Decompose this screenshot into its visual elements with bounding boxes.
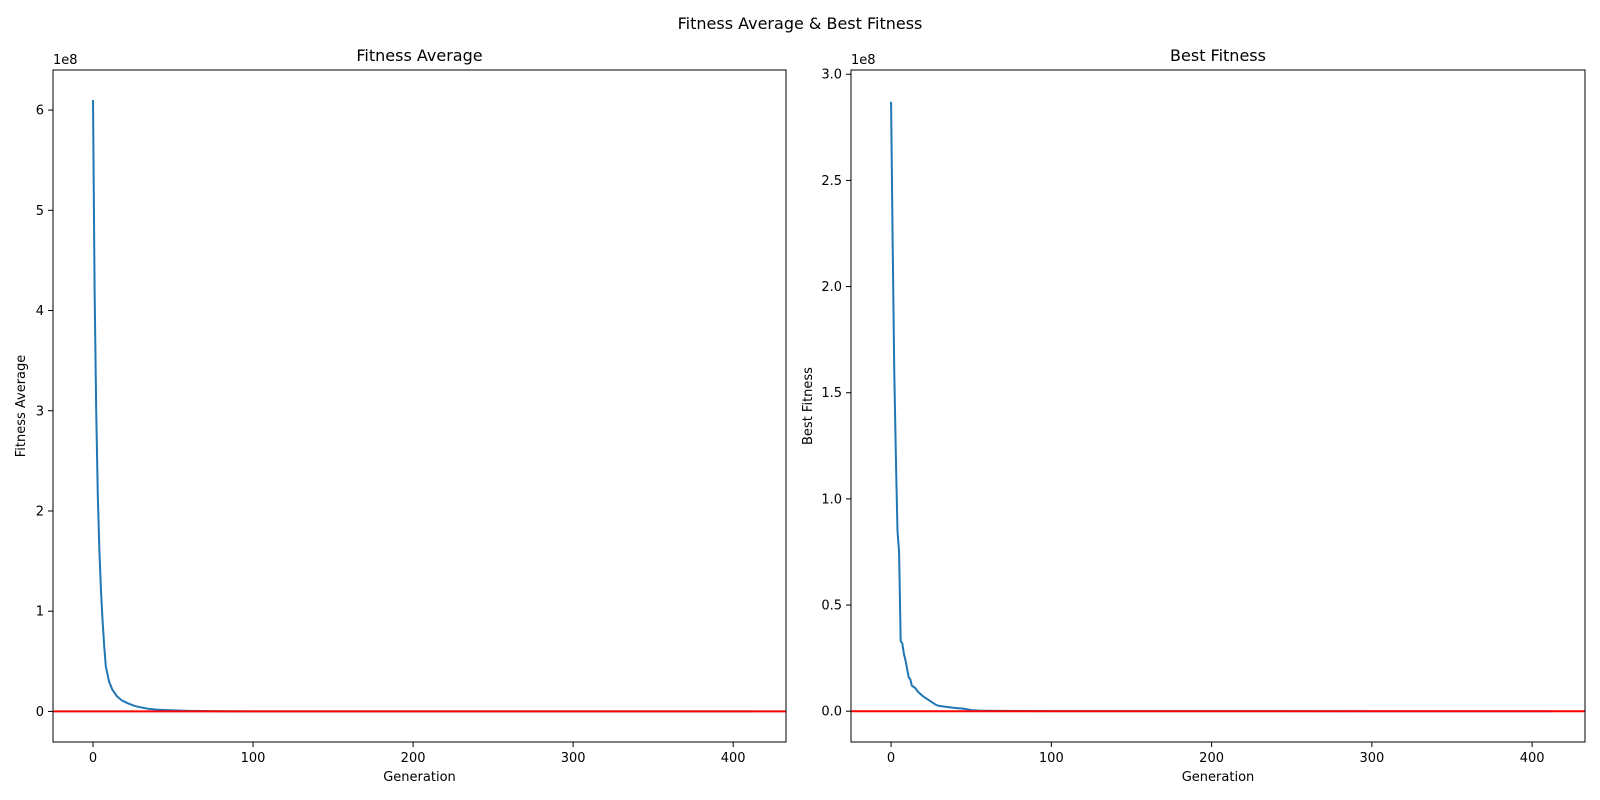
best-fitness-y-tick-label: 1.5 bbox=[821, 386, 842, 401]
figure-title: Fitness Average & Best Fitness bbox=[678, 14, 923, 33]
best-fitness-y-tick-label: 1.0 bbox=[821, 492, 842, 507]
fitness-average-x-tick-label: 200 bbox=[401, 751, 426, 766]
best-fitness-y-tick-label: 2.0 bbox=[821, 280, 842, 295]
fitness-average-x-tick-label: 400 bbox=[721, 751, 746, 766]
best-fitness-x-axis-label: Generation bbox=[1182, 770, 1255, 785]
fitness-average-y-axis-label: Fitness Average bbox=[14, 355, 29, 458]
best-fitness-y-tick-label: 0.5 bbox=[821, 599, 842, 614]
chart-panels: 0 100 200 300 400 0 1 2 3 4 5 6 1e8 Fitness Average Ge… bbox=[14, 46, 1586, 785]
fitness-average-y-tick-label: 0 bbox=[36, 705, 44, 720]
best-fitness-offset-text: 1e8 bbox=[851, 53, 876, 68]
fitness-average-series-line-0 bbox=[92, 100, 753, 713]
fitness-average-x-tick-label: 300 bbox=[561, 751, 586, 766]
best-fitness-plot-frame bbox=[850, 69, 1586, 743]
best-fitness-x-tick-label: 0 bbox=[887, 751, 895, 766]
fitness-average-y-tick-label: 6 bbox=[36, 104, 44, 119]
best-fitness-series-line-0 bbox=[890, 101, 1552, 713]
best-fitness-y-tick-label: 3.0 bbox=[821, 68, 842, 83]
fitness-average-y-tick-label: 4 bbox=[36, 304, 44, 319]
best-fitness-y-axis-label: Best Fitness bbox=[801, 367, 816, 445]
fitness-average-title: Fitness Average bbox=[356, 46, 482, 65]
best-fitness-panel: 0 100 200 300 400 0.0 0.5 1.0 1.5 2.0 2.5 3.0 1e8 Bes… bbox=[801, 46, 1586, 785]
best-fitness-y-tick-label: 2.5 bbox=[821, 174, 842, 189]
best-fitness-x-tick-label: 400 bbox=[1520, 751, 1545, 766]
fitness-average-y-tick-label: 5 bbox=[36, 204, 44, 219]
fitness-average-x-tick-label: 0 bbox=[89, 751, 97, 766]
best-fitness-x-tick-label: 200 bbox=[1199, 751, 1224, 766]
fitness-average-plot-frame bbox=[52, 69, 787, 743]
best-fitness-x-tick-label: 100 bbox=[1039, 751, 1064, 766]
fitness-average-y-tick-label: 2 bbox=[36, 504, 44, 519]
fitness-average-y-tick-label: 1 bbox=[36, 605, 44, 620]
best-fitness-x-tick-label: 300 bbox=[1359, 751, 1384, 766]
best-fitness-y-tick-label: 0.0 bbox=[821, 705, 842, 720]
best-fitness-title: Best Fitness bbox=[1170, 46, 1266, 65]
fitness-average-y-tick-label: 3 bbox=[36, 404, 44, 419]
fitness-average-x-tick-label: 100 bbox=[241, 751, 266, 766]
fitness-average-panel: 0 100 200 300 400 0 1 2 3 4 5 6 1e8 Fitness Average Ge… bbox=[14, 46, 787, 785]
fitness-average-offset-text: 1e8 bbox=[53, 53, 78, 68]
fitness-average-x-axis-label: Generation bbox=[383, 770, 456, 785]
